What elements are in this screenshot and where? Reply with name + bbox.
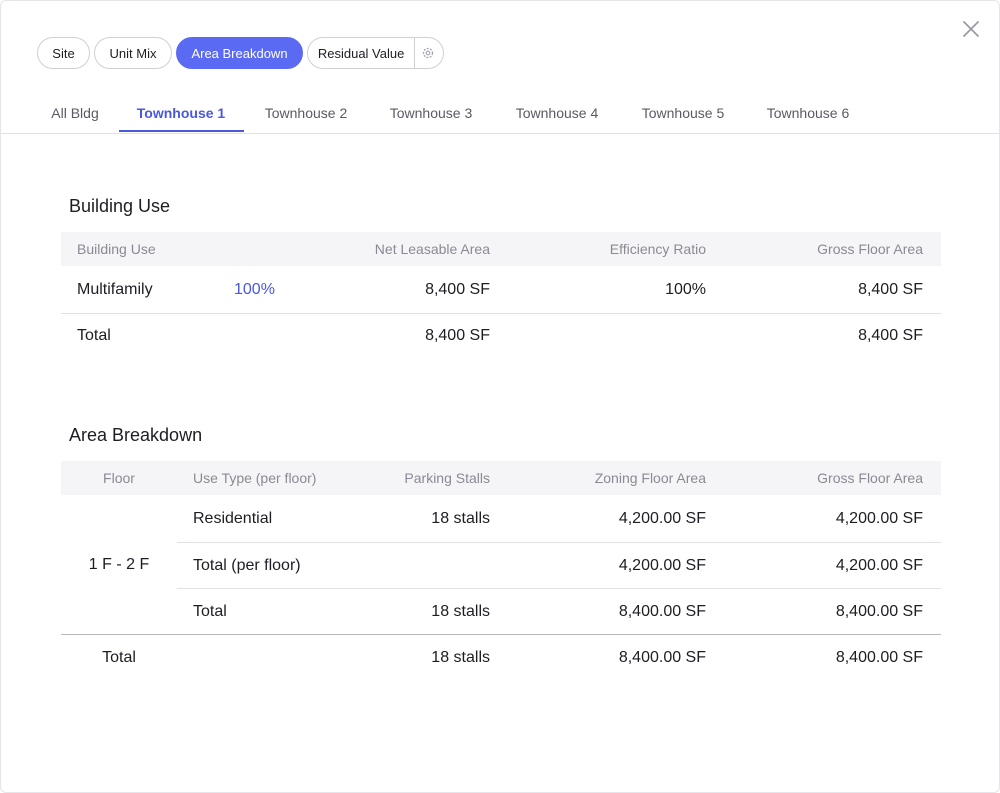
column-header: Use Type (per floor) bbox=[193, 470, 317, 486]
cell: Multifamily bbox=[77, 281, 153, 298]
cell-share: 100% bbox=[234, 281, 275, 298]
column-header: Parking Stalls bbox=[404, 470, 490, 486]
pill-group: Residual Value bbox=[307, 37, 444, 69]
cell: 4,200.00 SF bbox=[618, 510, 706, 527]
tab-underline bbox=[119, 130, 244, 132]
divider bbox=[414, 38, 416, 68]
cell: Total (per floor) bbox=[193, 557, 301, 574]
column-header: Gross Floor Area bbox=[817, 241, 923, 257]
tab-divider bbox=[1, 133, 1000, 134]
pill-active[interactable]: Area Breakdown bbox=[176, 37, 303, 69]
cell: 4,200.00 SF bbox=[835, 510, 923, 527]
tab[interactable]: Townhouse 4 bbox=[515, 105, 599, 121]
row-divider bbox=[177, 542, 941, 543]
close-button[interactable] bbox=[962, 20, 980, 38]
cell: 8,400 SF bbox=[425, 281, 490, 298]
column-header: Zoning Floor Area bbox=[594, 470, 706, 486]
pill[interactable]: Site bbox=[37, 37, 90, 69]
pill[interactable]: Residual Value bbox=[317, 45, 405, 61]
cell-total: 8,400.00 SF bbox=[618, 649, 706, 666]
row-divider bbox=[61, 313, 941, 314]
column-header: Gross Floor Area bbox=[817, 470, 923, 486]
column-header: Net Leasable Area bbox=[374, 241, 490, 257]
tab[interactable]: All Bldg bbox=[51, 105, 99, 121]
section-title: Area Breakdown bbox=[69, 425, 203, 445]
cell-total: Total bbox=[77, 327, 111, 344]
cell-total: Total bbox=[193, 603, 227, 620]
cell-total: 8,400.00 SF bbox=[835, 649, 923, 666]
column-header: Building Use bbox=[77, 241, 156, 257]
cell-total: 8,400.00 SF bbox=[618, 603, 706, 620]
row-divider bbox=[61, 634, 941, 635]
cell-total: Total bbox=[102, 649, 136, 666]
settings-icon[interactable] bbox=[415, 43, 443, 63]
tab[interactable]: Townhouse 3 bbox=[389, 105, 473, 121]
table-header bbox=[61, 232, 941, 266]
cell: 4,200.00 SF bbox=[835, 557, 923, 574]
column-header: Efficiency Ratio bbox=[609, 241, 706, 257]
tab-active[interactable]: Townhouse 1 bbox=[136, 105, 226, 121]
cell-total: 8,400.00 SF bbox=[835, 603, 923, 620]
cell: 4,200.00 SF bbox=[618, 557, 706, 574]
section-title: Building Use bbox=[69, 196, 171, 216]
cell: Residential bbox=[193, 510, 273, 527]
table-header bbox=[61, 461, 941, 495]
tab[interactable]: Townhouse 2 bbox=[264, 105, 348, 121]
cell-floor: 1 F - 2 F bbox=[88, 556, 150, 573]
cell-total: 18 stalls bbox=[431, 603, 490, 620]
cell-total: 8,400 SF bbox=[425, 327, 490, 344]
cell: 100% bbox=[665, 281, 706, 298]
tab[interactable]: Townhouse 5 bbox=[641, 105, 725, 121]
column-header: Floor bbox=[103, 470, 135, 486]
row-divider bbox=[177, 588, 941, 589]
cell-total: 8,400 SF bbox=[858, 327, 923, 344]
pill[interactable]: Unit Mix bbox=[94, 37, 172, 69]
cell: 8,400 SF bbox=[858, 281, 923, 298]
cell-total: 18 stalls bbox=[431, 649, 490, 666]
tab[interactable]: Townhouse 6 bbox=[766, 105, 850, 121]
cell: 18 stalls bbox=[431, 510, 490, 527]
